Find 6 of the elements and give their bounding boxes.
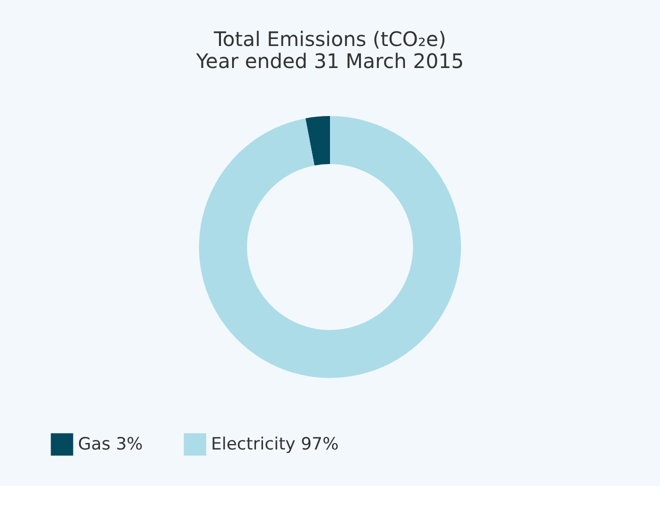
donut-slice xyxy=(305,116,330,166)
legend-label: Electricity 97% xyxy=(211,434,339,454)
text: Year ended 31 March 2015 xyxy=(196,49,464,73)
legend-label: Gas 3% xyxy=(78,434,143,454)
text: Total Emissions (tCO₂e) xyxy=(214,27,446,51)
donut-slice xyxy=(199,116,461,378)
